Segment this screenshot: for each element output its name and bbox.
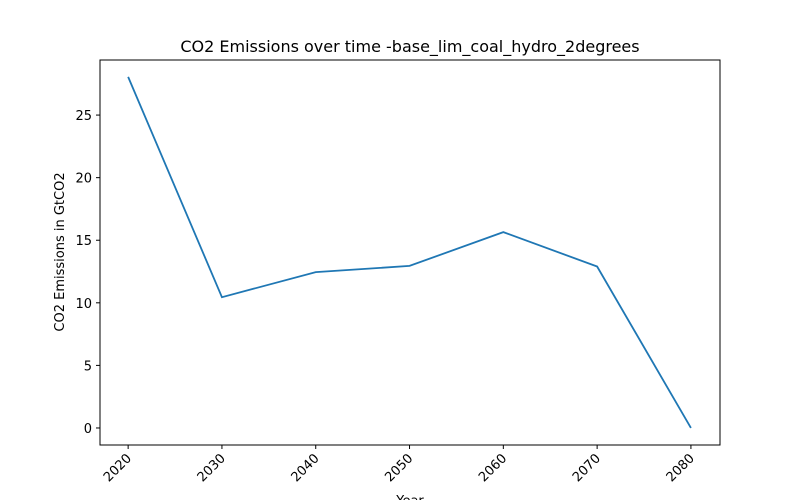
x-tick-label: 2070 — [570, 451, 604, 485]
y-axis-label: CO2 Emissions in GtCO2 — [53, 172, 68, 331]
x-tick-label: 2060 — [476, 451, 510, 485]
y-tick-label: 25 — [75, 109, 92, 124]
y-tick-label: 0 — [84, 422, 92, 437]
y-tick-label: 20 — [75, 172, 92, 187]
chart-title: CO2 Emissions over time -base_lim_coal_h… — [180, 37, 639, 57]
x-tick-label: 2080 — [664, 451, 698, 485]
x-tick-label: 2030 — [195, 451, 229, 485]
y-tick-label: 10 — [75, 297, 92, 312]
x-tick-label: 2050 — [382, 451, 416, 485]
x-tick-label: 2040 — [289, 451, 323, 485]
data-line — [127, 76, 692, 429]
y-tick-label: 15 — [75, 234, 92, 249]
x-tick-label: 2020 — [101, 451, 135, 485]
plot-frame — [99, 59, 721, 446]
x-axis-label: Year — [395, 494, 424, 500]
y-tick-label: 5 — [84, 359, 92, 374]
